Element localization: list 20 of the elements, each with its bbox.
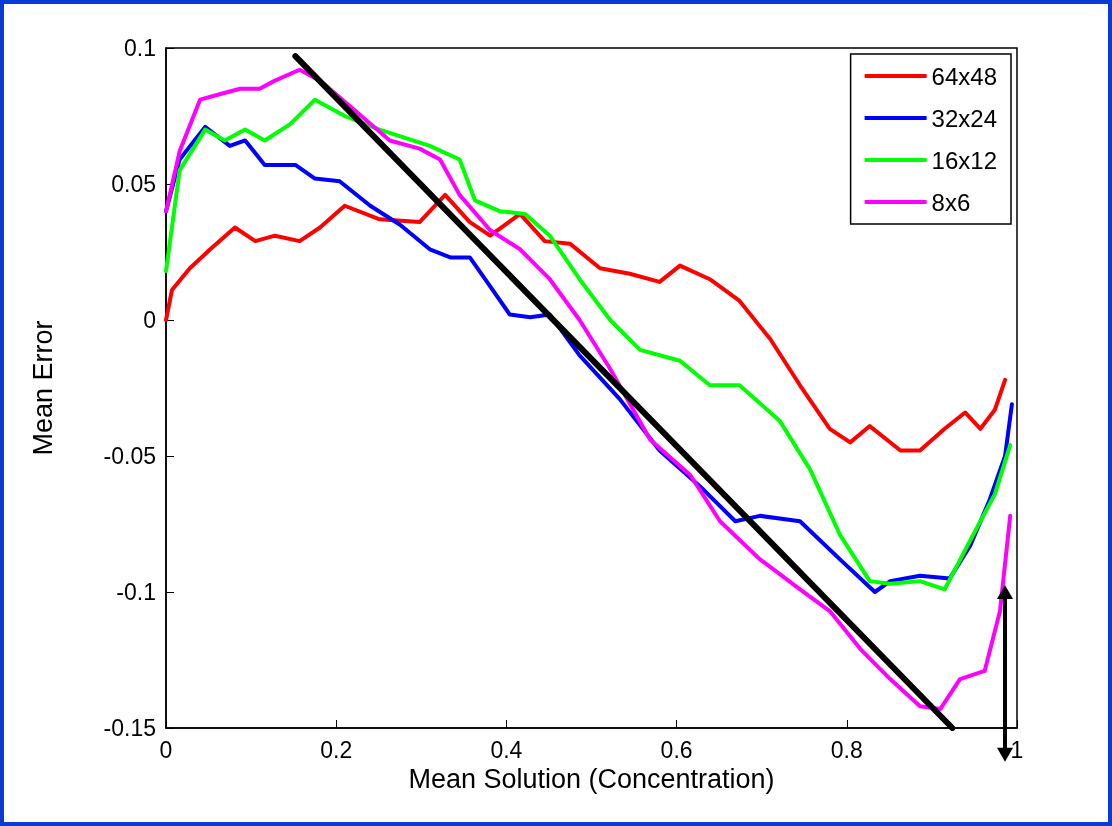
legend-label: 32x24 [931, 104, 997, 132]
y-tick-label: 0 [143, 307, 156, 333]
line-series [164, 192, 1008, 453]
x-tick-label: 0.6 [660, 736, 693, 763]
legend-label: 64x48 [931, 62, 997, 90]
y-axis-title: Mean Error [27, 320, 58, 456]
x-tick-label: 0.2 [320, 736, 353, 763]
legend-label: 16x12 [931, 146, 997, 174]
y-tick-label: 0.1 [124, 35, 156, 61]
x-tick-label: 0.4 [490, 736, 523, 763]
x-axis-title: Mean Solution (Concentration) [408, 764, 775, 795]
y-tick-label: -0.05 [103, 443, 156, 469]
y-tick-label: -0.15 [103, 715, 156, 741]
legend-label: 8x6 [931, 188, 971, 216]
y-tick-label: -0.1 [116, 579, 156, 605]
line-series [164, 67, 1013, 711]
x-tick-label: 0.8 [830, 736, 863, 763]
x-tick-label: 0 [159, 736, 173, 763]
y-tick-label: 0.05 [111, 171, 156, 197]
x-tick-label: 1 [1010, 736, 1024, 763]
